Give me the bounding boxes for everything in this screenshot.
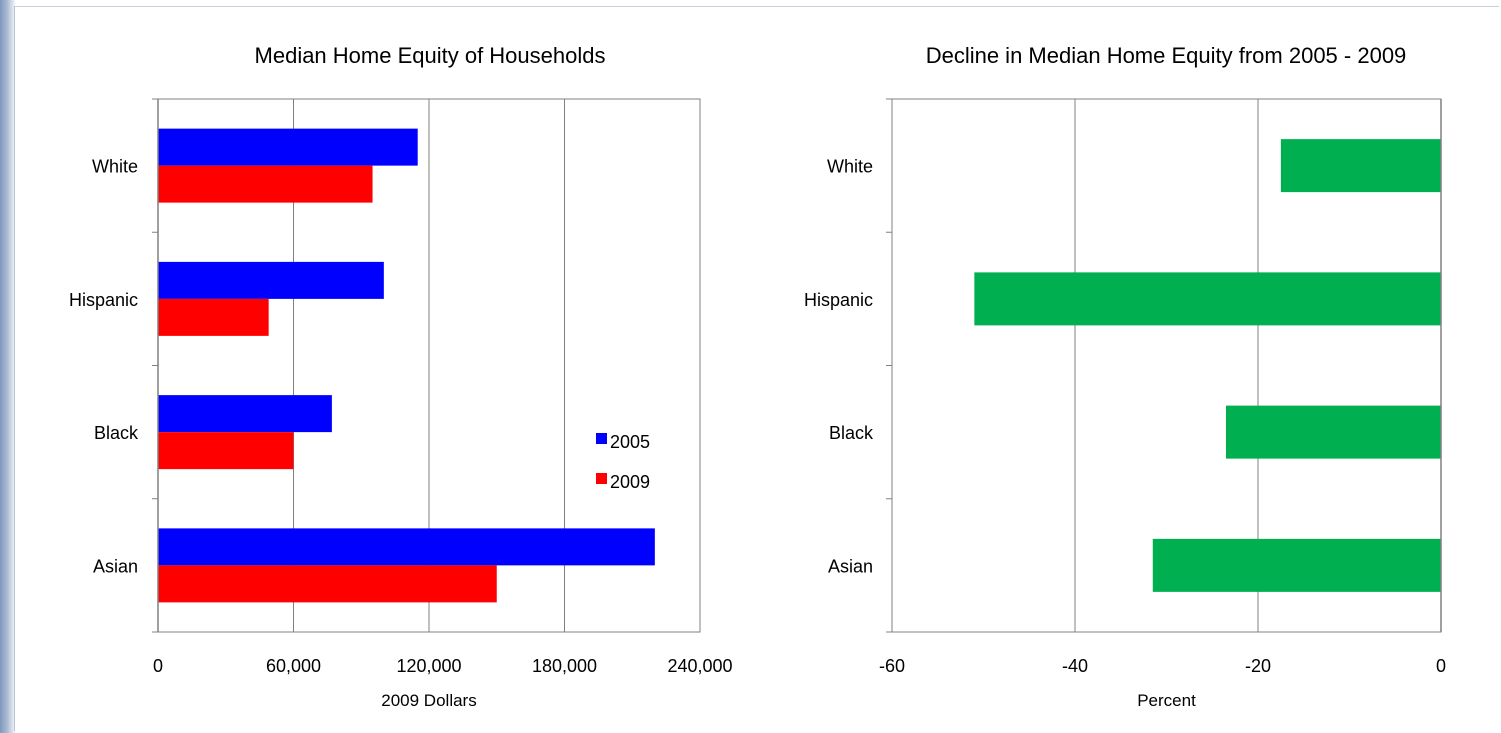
chart-1-legend-label: 2005 — [610, 432, 650, 452]
chart-2-y-category-label: Black — [829, 423, 874, 443]
chart-1-bar — [158, 395, 332, 433]
chart-2-y-category-label: Asian — [828, 556, 873, 576]
chart-2-x-tick-label: 0 — [1436, 656, 1446, 676]
chart-1-title: Median Home Equity of Households — [255, 43, 606, 68]
chart-2-bar — [1152, 538, 1441, 592]
chart-1-bar — [158, 432, 294, 470]
chart-1-y-category-label: White — [92, 157, 138, 177]
chart-1-bar — [158, 165, 373, 203]
chart-2-x-tick-label: -20 — [1245, 656, 1271, 676]
chart-1-bar — [158, 565, 497, 603]
chart-1-x-tick-label: 180,000 — [532, 656, 597, 676]
chart-1-bar — [158, 261, 384, 299]
chart-2-y-category-label: Hispanic — [804, 290, 873, 310]
chart-1-legend-swatch — [596, 433, 607, 444]
chart-2-bar — [974, 272, 1441, 326]
chart-1-y-category-label: Asian — [93, 556, 138, 576]
chart-1-y-category-label: Hispanic — [69, 290, 138, 310]
chart-2-title: Decline in Median Home Equity from 2005 … — [926, 43, 1407, 68]
chart-2-bar — [1225, 405, 1441, 459]
chart-1-legend-swatch — [596, 473, 607, 484]
chart-2-x-tick-label: -40 — [1062, 656, 1088, 676]
chart-1-x-axis-title: 2009 Dollars — [381, 691, 476, 710]
chart-1-bar — [158, 298, 269, 336]
chart-2-x-axis-title: Percent — [1137, 691, 1196, 710]
chart-1-x-tick-label: 120,000 — [396, 656, 461, 676]
chart-2-x-tick-label: -60 — [879, 656, 905, 676]
chart-1-bar — [158, 528, 655, 566]
chart-2-y-category-label: White — [827, 157, 873, 177]
chart-1-y-category-label: Black — [94, 423, 139, 443]
chart-1-x-tick-label: 60,000 — [266, 656, 321, 676]
chart-1-x-tick-label: 240,000 — [667, 656, 732, 676]
chart-1-legend-label: 2009 — [610, 472, 650, 492]
chart-1-x-tick-label: 0 — [153, 656, 163, 676]
chart-2-bar — [1280, 139, 1441, 193]
chart-1-bar — [158, 128, 418, 166]
